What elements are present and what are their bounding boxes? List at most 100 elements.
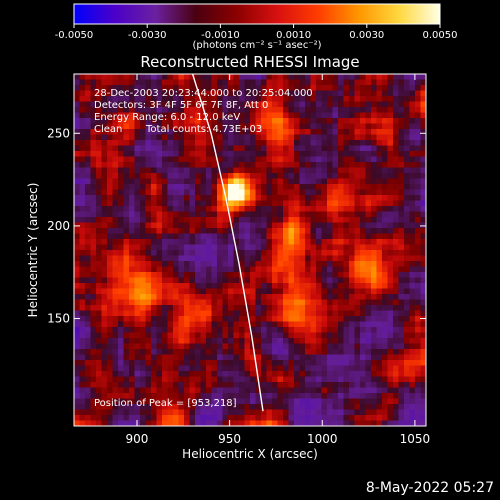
heatmap-cell (338, 354, 344, 361)
heatmap-cell (239, 140, 245, 146)
heatmap-cell (250, 365, 256, 372)
heatmap-cell (96, 354, 102, 361)
heatmap-cell (250, 371, 256, 377)
heatmap-cell (294, 349, 300, 355)
heatmap-cell (167, 332, 174, 339)
heatmap-cell (222, 217, 229, 223)
heatmap-cell (343, 288, 350, 295)
heatmap-cell (195, 206, 201, 212)
heatmap-cell (255, 420, 262, 426)
heatmap-cell (112, 354, 119, 361)
heatmap-cell (272, 327, 278, 333)
heatmap-cell (195, 327, 201, 333)
heatmap-cell (365, 244, 372, 251)
heatmap-cell (200, 250, 207, 256)
heatmap-cell (376, 85, 383, 91)
heatmap-cell (332, 129, 339, 135)
heatmap-cell (189, 354, 196, 361)
heatmap-cell (228, 382, 234, 388)
heatmap-cell (354, 107, 361, 113)
heatmap-cell (255, 266, 262, 273)
heatmap-cell (145, 178, 152, 185)
heatmap-cell (382, 376, 388, 383)
heatmap-cell (217, 189, 223, 196)
heatmap-cell (261, 145, 267, 152)
heatmap-cell (151, 96, 157, 102)
heatmap-cell (178, 255, 185, 262)
heatmap-cell (294, 332, 300, 339)
heatmap-cell (134, 239, 141, 245)
heatmap-cell (228, 244, 234, 251)
heatmap-cell (332, 283, 339, 289)
heatmap-cell (123, 343, 130, 350)
heatmap-cell (85, 217, 91, 223)
heatmap-cell (112, 398, 119, 405)
heatmap-cell (228, 206, 234, 212)
heatmap-cell (189, 415, 196, 421)
heatmap-cell (404, 376, 410, 383)
heatmap-cell (343, 195, 350, 201)
heatmap-cell (178, 387, 185, 394)
heatmap-cell (332, 217, 339, 223)
heatmap-cell (387, 409, 394, 416)
heatmap-cell (382, 255, 388, 262)
heatmap-cell (239, 173, 245, 179)
heatmap-cell (184, 360, 190, 366)
heatmap-cell (85, 233, 91, 240)
heatmap-cell (277, 310, 284, 317)
heatmap-cell (277, 74, 284, 80)
heatmap-cell (96, 360, 102, 366)
heatmap-cell (151, 376, 157, 383)
heatmap-cell (338, 228, 344, 234)
heatmap-cell (101, 233, 108, 240)
heatmap-cell (387, 288, 394, 295)
heatmap-cell (404, 228, 410, 234)
heatmap-cell (217, 305, 223, 311)
heatmap-cell (118, 211, 124, 218)
heatmap-cell (371, 349, 377, 355)
heatmap-cell (79, 283, 86, 289)
heatmap-cell (134, 409, 141, 416)
heatmap-cell (74, 349, 80, 355)
heatmap-cell (178, 332, 185, 339)
heatmap-cell (228, 211, 234, 218)
heatmap-cell (118, 365, 124, 372)
heatmap-cell (228, 239, 234, 245)
heatmap-cell (123, 123, 130, 130)
heatmap-cell (184, 371, 190, 377)
heatmap-cell (371, 123, 377, 130)
heatmap-cell (305, 338, 311, 344)
heatmap-cell (217, 382, 223, 388)
heatmap-cell (266, 151, 273, 157)
heatmap-cell (195, 261, 201, 267)
heatmap-cell (382, 206, 388, 212)
heatmap-cell (129, 316, 135, 322)
heatmap-cell (294, 129, 300, 135)
heatmap-cell (123, 365, 130, 372)
heatmap-cell (272, 288, 278, 295)
heatmap-cell (85, 156, 91, 163)
heatmap-cell (387, 360, 394, 366)
heatmap-cell (189, 156, 196, 163)
heatmap-cell (288, 140, 295, 146)
heatmap-cell (310, 173, 317, 179)
heatmap-cell (118, 118, 124, 124)
heatmap-cell (134, 415, 141, 421)
heatmap-cell (156, 266, 163, 273)
heatmap-cell (393, 404, 399, 410)
heatmap-cell (200, 140, 207, 146)
heatmap-cell (288, 277, 295, 284)
heatmap-cell (217, 277, 223, 284)
heatmap-cell (107, 134, 113, 141)
heatmap-cell (134, 272, 141, 278)
heatmap-cell (184, 211, 190, 218)
heatmap-cell (420, 233, 426, 240)
heatmap-cell (283, 239, 289, 245)
heatmap-cell (112, 349, 119, 355)
heatmap-cell (387, 255, 394, 262)
heatmap-cell (288, 173, 295, 179)
heatmap-cell (233, 107, 240, 113)
heatmap-cell (420, 398, 426, 405)
heatmap-cell (305, 200, 311, 207)
heatmap-cell (233, 228, 240, 234)
